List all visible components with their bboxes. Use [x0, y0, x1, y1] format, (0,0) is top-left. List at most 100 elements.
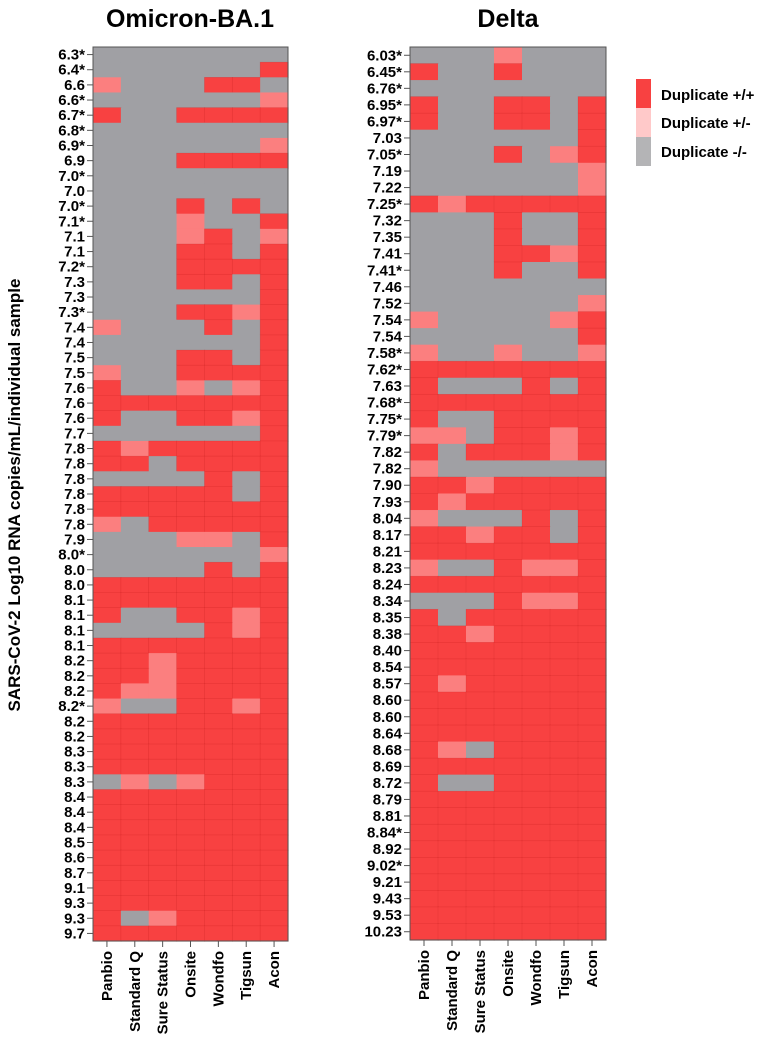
heatmap-cell — [493, 807, 523, 825]
heatmap-cell — [409, 112, 439, 131]
heatmap-cell — [120, 183, 150, 199]
y-tick-label: 8.3 — [64, 774, 85, 791]
heatmap-cell — [120, 622, 150, 639]
heatmap-cell — [494, 377, 523, 395]
x-tick-label: Sure Status — [472, 950, 489, 1033]
heatmap-cell — [204, 198, 233, 215]
heatmap-cell — [466, 129, 495, 147]
heatmap-cell — [204, 470, 233, 488]
y-tick-label: 7.54 — [373, 312, 403, 329]
heatmap-cell — [465, 575, 495, 594]
heatmap-cell — [120, 501, 150, 518]
heatmap-cell — [521, 857, 551, 875]
heatmap-cell — [176, 273, 206, 291]
heatmap-cell — [148, 122, 177, 139]
heatmap-cell — [204, 607, 233, 624]
heatmap-cell — [232, 47, 261, 63]
heatmap-cell — [465, 807, 495, 825]
heatmap-cell — [232, 137, 261, 154]
heatmap-cell — [120, 864, 150, 882]
x-tick-label: Panbio — [99, 951, 116, 1001]
heatmap-cell — [550, 443, 579, 461]
heatmap-cell — [409, 790, 439, 809]
heatmap-cell — [550, 311, 579, 329]
heatmap-cell — [437, 923, 467, 941]
heatmap-cell — [409, 923, 439, 941]
heatmap-cell — [465, 906, 495, 925]
heatmap-cell — [550, 427, 579, 445]
heatmap-cell — [493, 228, 523, 247]
heatmap-cell — [93, 198, 122, 215]
heatmap-cell — [409, 443, 439, 462]
y-tick-label: 8.1 — [64, 638, 85, 655]
heatmap-cell — [176, 698, 206, 715]
heatmap-cell — [92, 683, 122, 700]
heatmap-cell — [549, 774, 579, 792]
heatmap-cell — [437, 906, 467, 925]
heatmap-cell — [176, 531, 205, 548]
y-tick-label: 8.1 — [64, 592, 85, 609]
heatmap-cell — [176, 849, 206, 866]
heatmap-cell — [259, 152, 289, 169]
heatmap-cell — [466, 179, 495, 197]
heatmap-cell — [438, 162, 467, 180]
heatmap-cell — [550, 212, 579, 230]
heatmap-cell — [260, 547, 289, 563]
heatmap-cell — [260, 137, 289, 154]
y-tick-label: 8.68 — [373, 742, 402, 759]
heatmap-cell — [148, 380, 177, 396]
heatmap-cell — [231, 364, 261, 382]
heatmap-cell — [231, 789, 261, 806]
heatmap-cell — [409, 873, 439, 892]
heatmap-cell — [148, 698, 177, 715]
heatmap-cell — [466, 162, 495, 180]
heatmap-cell — [410, 261, 439, 279]
heatmap-cell — [259, 470, 289, 488]
heatmap-cell — [93, 62, 122, 78]
heatmap-cell — [204, 743, 233, 760]
heatmap-cell — [231, 440, 261, 457]
y-tick-label: 7.1 — [64, 244, 85, 261]
heatmap-cell — [410, 592, 439, 610]
heatmap-cell — [578, 460, 607, 478]
heatmap-cell — [577, 857, 607, 875]
heatmap-cell — [437, 757, 467, 776]
heatmap-cell — [92, 789, 122, 806]
y-tick-label: 7.3 — [64, 289, 85, 306]
heatmap-cell — [148, 531, 177, 548]
heatmap-cell — [259, 501, 289, 518]
heatmap-cell — [522, 47, 551, 64]
y-tick-label: 7.25* — [367, 196, 402, 213]
heatmap-cell — [577, 642, 607, 660]
heatmap-cell — [120, 486, 150, 503]
heatmap-cell — [409, 757, 439, 776]
heatmap-cell — [92, 637, 122, 654]
heatmap-cell — [120, 547, 150, 563]
heatmap-cell — [409, 691, 439, 710]
y-tick-label: 9.1 — [64, 880, 85, 897]
heatmap-cell — [176, 774, 205, 790]
heatmap-cell — [148, 289, 177, 305]
heatmap-cell — [577, 840, 607, 859]
heatmap-cell — [577, 311, 607, 329]
heatmap-cell — [549, 360, 579, 379]
y-tick-label: 6.95* — [367, 97, 402, 114]
y-tick-label: 8.1 — [64, 607, 85, 624]
heatmap-cell — [466, 427, 495, 445]
heatmap-cell — [92, 743, 122, 760]
heatmap-cell — [231, 713, 261, 730]
heatmap-cell — [93, 137, 122, 154]
heatmap-cell — [493, 427, 523, 445]
y-tick-label: 8.79 — [373, 791, 402, 808]
heatmap-cell — [148, 819, 178, 836]
heatmap-cell — [550, 278, 579, 296]
heatmap-cell — [232, 243, 261, 260]
heatmap-cell — [577, 493, 607, 511]
heatmap-cell — [409, 675, 439, 693]
heatmap-cell — [176, 789, 206, 806]
heatmap-cell — [204, 774, 233, 791]
heatmap-cell — [466, 559, 495, 577]
heatmap-cell — [93, 183, 122, 199]
y-tick-label: 8.38 — [373, 626, 402, 643]
y-tick-label: 7.35 — [373, 229, 402, 246]
